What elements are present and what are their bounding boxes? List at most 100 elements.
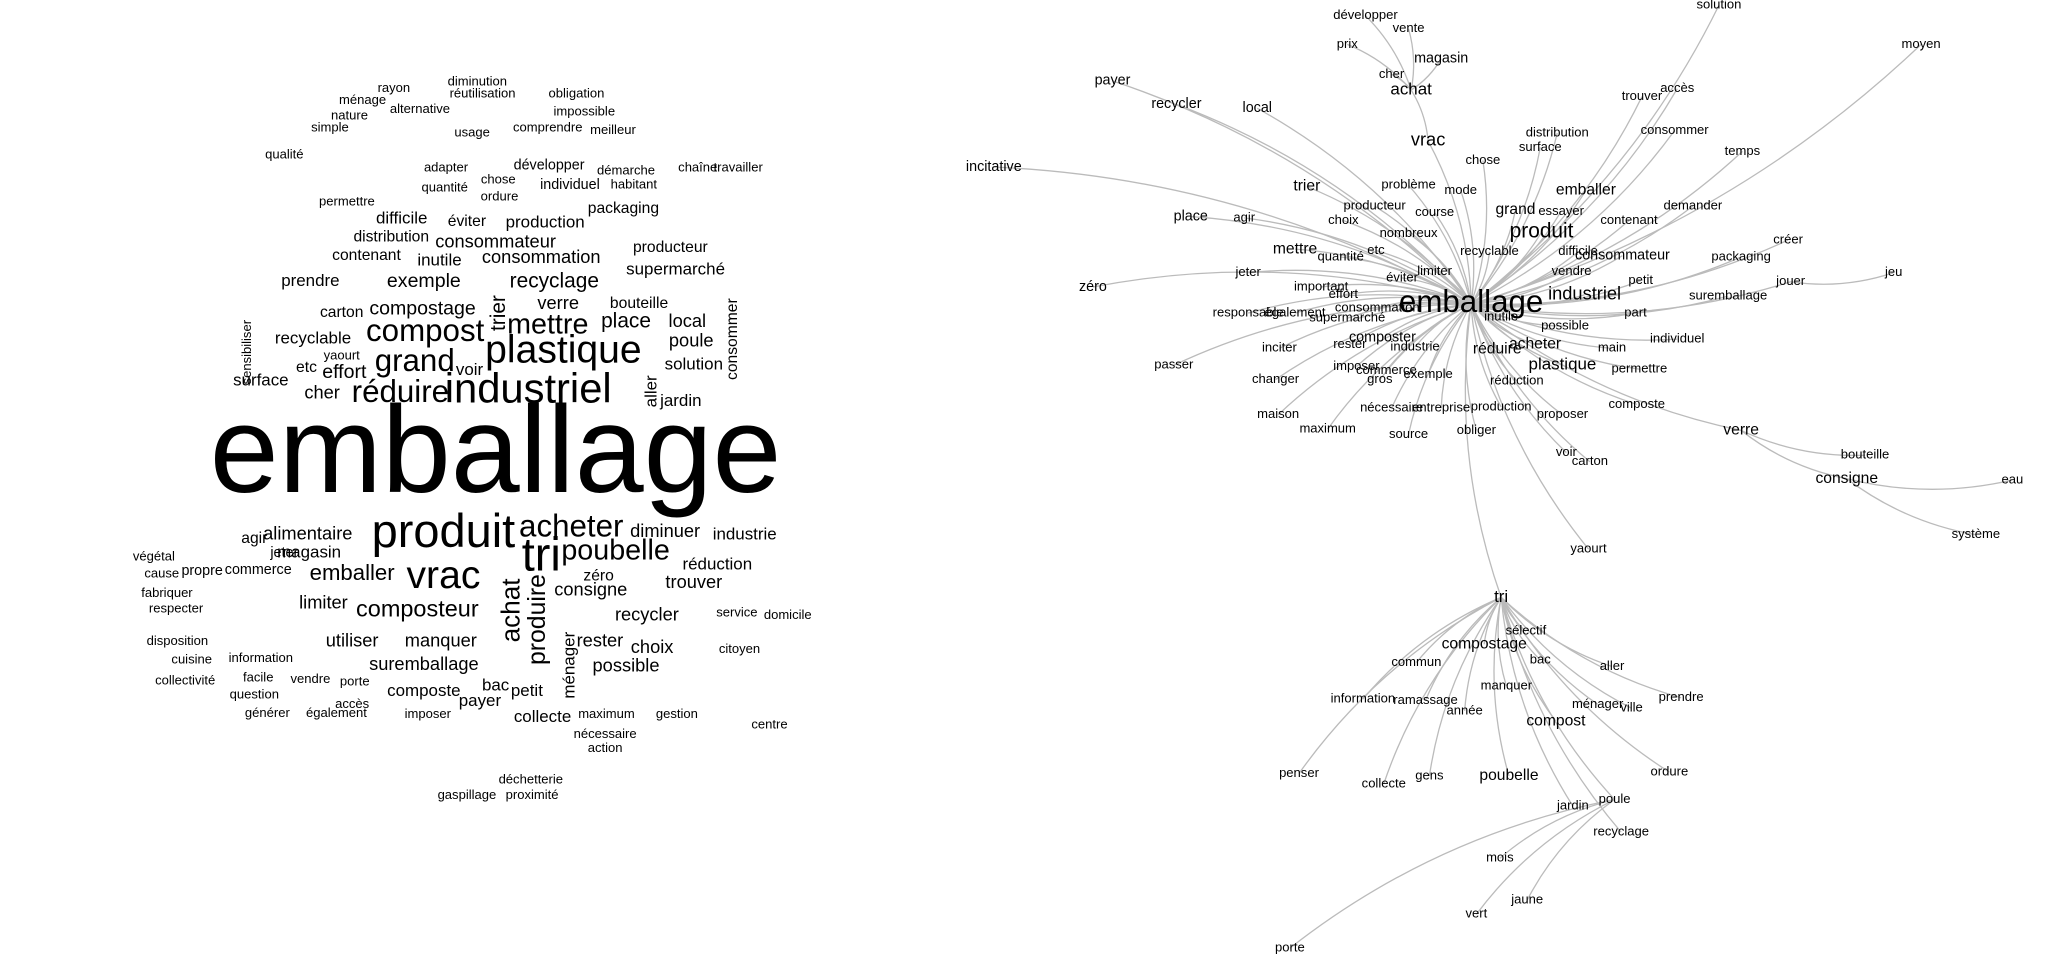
cloud-word: gaspillage bbox=[438, 787, 497, 802]
cloud-word: industriel bbox=[445, 364, 612, 411]
cloud-word: trouver bbox=[665, 571, 722, 592]
network-node: maximum bbox=[1299, 421, 1355, 436]
network-edge bbox=[1410, 89, 1429, 141]
network-node: moyen bbox=[1902, 36, 1941, 51]
network-edge bbox=[1470, 88, 1678, 305]
network-node: cher bbox=[1379, 66, 1405, 81]
cloud-word: bac bbox=[482, 676, 510, 695]
network-edge bbox=[1470, 303, 1563, 416]
network-edge bbox=[1248, 269, 1472, 305]
network-node: distribution bbox=[1526, 125, 1589, 140]
network-node: gros bbox=[1367, 371, 1393, 386]
network-node: gens bbox=[1415, 767, 1444, 782]
network-edge bbox=[1470, 303, 1518, 382]
network-node: payer bbox=[1095, 73, 1131, 89]
network-node: industriel bbox=[1548, 283, 1621, 304]
cloud-word: consommateur bbox=[435, 230, 556, 251]
network-edge bbox=[1355, 303, 1472, 368]
cloud-word: tri bbox=[522, 528, 561, 581]
cloud-word: vrac bbox=[406, 554, 480, 597]
network-node: incitative bbox=[966, 159, 1022, 175]
network-edge bbox=[1460, 190, 1475, 305]
cloud-word: magasin bbox=[277, 543, 341, 562]
cloud-word: également bbox=[306, 705, 367, 720]
cloud-word: impossible bbox=[554, 104, 616, 119]
network-edge bbox=[1470, 303, 1502, 318]
network-edge bbox=[1493, 597, 1510, 777]
network-nodes: emballage tri vrac verre produit industriel pl… bbox=[966, 0, 2023, 955]
network-node: également bbox=[1265, 304, 1326, 319]
network-edge bbox=[1298, 596, 1502, 774]
network-node: petit bbox=[1628, 272, 1653, 287]
network-edge bbox=[1500, 597, 1616, 800]
network-edge bbox=[1470, 4, 1720, 305]
cloud-word: industrie bbox=[713, 524, 777, 543]
network-node: jeter bbox=[1234, 264, 1261, 279]
network-node: supermarché bbox=[1309, 310, 1385, 325]
cloud-word: recyclage bbox=[510, 269, 599, 292]
network-edge bbox=[1427, 303, 1472, 375]
cloud-word: propre bbox=[181, 563, 222, 579]
network-node: chose bbox=[1465, 152, 1500, 167]
network-edge bbox=[1434, 212, 1472, 305]
network-edge bbox=[1470, 160, 1488, 305]
network-node: porte bbox=[1275, 940, 1305, 955]
network-node: bac bbox=[1530, 651, 1551, 666]
network-node: mettre bbox=[1273, 240, 1317, 257]
cloud-word: collectivité bbox=[155, 672, 215, 687]
cloud-word: verre bbox=[537, 292, 579, 313]
network-edge bbox=[1471, 281, 1791, 315]
network-node: inutile bbox=[1484, 308, 1518, 323]
network-edge bbox=[1500, 596, 1682, 699]
cloud-word: éviter bbox=[448, 213, 486, 230]
network-node: rester bbox=[1333, 336, 1367, 351]
network-node: vert bbox=[1465, 906, 1487, 921]
cloud-word: carton bbox=[320, 304, 363, 321]
cloud-word: vendre bbox=[290, 671, 330, 686]
network-node: production bbox=[1471, 398, 1532, 413]
cloud-word: citoyen bbox=[719, 641, 760, 656]
network-node: surface bbox=[1519, 139, 1562, 154]
network-node: mode bbox=[1444, 182, 1477, 197]
cloud-word: générer bbox=[245, 705, 291, 720]
network-edge bbox=[1471, 205, 1694, 305]
network-node: temps bbox=[1725, 143, 1761, 158]
network-edge bbox=[1428, 597, 1502, 777]
network-node: nécessaire bbox=[1360, 400, 1423, 415]
cloud-word: supermarché bbox=[626, 260, 725, 279]
cloud-word: comprendre bbox=[513, 119, 583, 134]
network-node: source bbox=[1389, 426, 1428, 441]
cloud-word: plastique bbox=[485, 329, 642, 372]
network-edge bbox=[1500, 597, 1574, 807]
network-edge bbox=[1343, 219, 1472, 305]
cloud-word: respecter bbox=[149, 601, 204, 616]
cloud-word: commerce bbox=[225, 562, 292, 578]
network-edge bbox=[1465, 303, 1477, 431]
network-node: problème bbox=[1381, 177, 1435, 192]
network-node: local bbox=[1243, 100, 1272, 116]
network-node: plastique bbox=[1529, 355, 1597, 374]
network-node: ramassage bbox=[1393, 692, 1457, 707]
network-edge bbox=[1500, 596, 1632, 709]
cloud-word: agir bbox=[241, 530, 267, 547]
network-edge bbox=[1427, 140, 1472, 304]
network-node: réduction bbox=[1490, 372, 1544, 387]
network-edge bbox=[1275, 303, 1472, 381]
network-edge bbox=[1377, 299, 1472, 309]
network-node: tri bbox=[1494, 587, 1508, 606]
cloud-word: cher bbox=[304, 382, 340, 403]
network-node: acheter bbox=[1509, 336, 1561, 353]
cloud-word: diminution bbox=[448, 74, 507, 89]
network-node: éviter bbox=[1386, 269, 1419, 284]
network-node: contenant bbox=[1600, 212, 1658, 227]
network-edge bbox=[1470, 303, 1566, 327]
network-node: verre bbox=[1723, 422, 1759, 439]
network-edge bbox=[1321, 283, 1472, 305]
cloud-word: compostage bbox=[369, 297, 476, 319]
cloud-word: grand bbox=[375, 343, 455, 378]
network-node: vrac bbox=[1411, 129, 1445, 150]
network-edge bbox=[1470, 132, 1558, 305]
cloud-word: service bbox=[716, 604, 757, 619]
network-node: solution bbox=[1696, 0, 1741, 12]
network-edge bbox=[1471, 256, 1742, 306]
